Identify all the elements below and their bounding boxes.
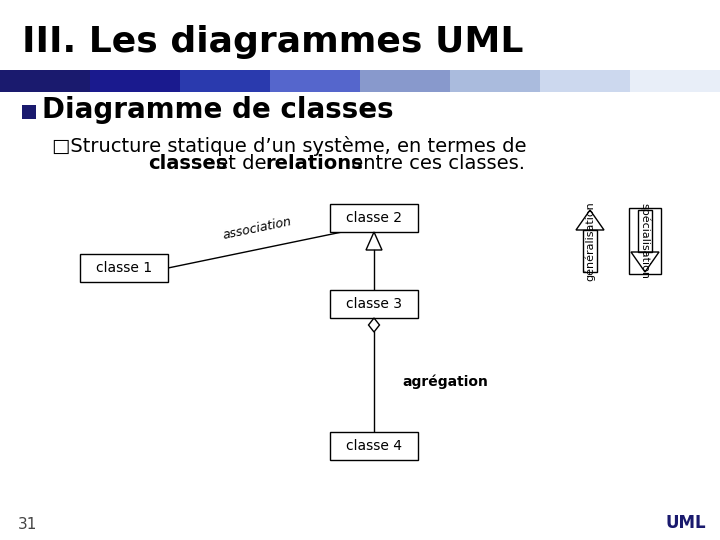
Bar [629, 208, 661, 274]
Bar [8, 79, 19, 90]
Text: entre ces classes.: entre ces classes. [345, 154, 525, 173]
Bar [638, 210, 652, 252]
Bar [22, 105, 36, 119]
Bar [450, 70, 540, 92]
Text: et de: et de [210, 154, 272, 173]
Text: classe 2: classe 2 [346, 211, 402, 225]
Bar [330, 290, 418, 318]
Bar [360, 70, 450, 92]
Bar [630, 70, 720, 92]
Text: III. Les diagrammes UML: III. Les diagrammes UML [22, 25, 523, 59]
Bar [330, 432, 418, 460]
Text: 31: 31 [18, 517, 37, 532]
Bar [8, 72, 19, 83]
Bar [180, 70, 270, 92]
Bar [330, 204, 418, 232]
Text: classe 3: classe 3 [346, 297, 402, 311]
Text: classe 1: classe 1 [96, 261, 152, 275]
Text: association: association [221, 215, 292, 242]
Text: spécialisation: spécialisation [640, 203, 650, 279]
Text: agrégation: agrégation [402, 375, 488, 389]
Text: généralisation: généralisation [585, 201, 595, 281]
Bar [0, 70, 90, 92]
Text: classes: classes [148, 154, 228, 173]
Bar [90, 70, 180, 92]
Text: relations: relations [266, 154, 363, 173]
Text: classe 4: classe 4 [346, 439, 402, 453]
Bar [270, 70, 360, 92]
Bar [583, 230, 597, 272]
Text: Diagramme de classes: Diagramme de classes [42, 96, 394, 124]
Text: □Structure statique d’un système, en termes de: □Structure statique d’un système, en ter… [52, 136, 526, 156]
Bar [540, 70, 630, 92]
Bar [80, 254, 168, 282]
Text: UML: UML [665, 514, 706, 532]
